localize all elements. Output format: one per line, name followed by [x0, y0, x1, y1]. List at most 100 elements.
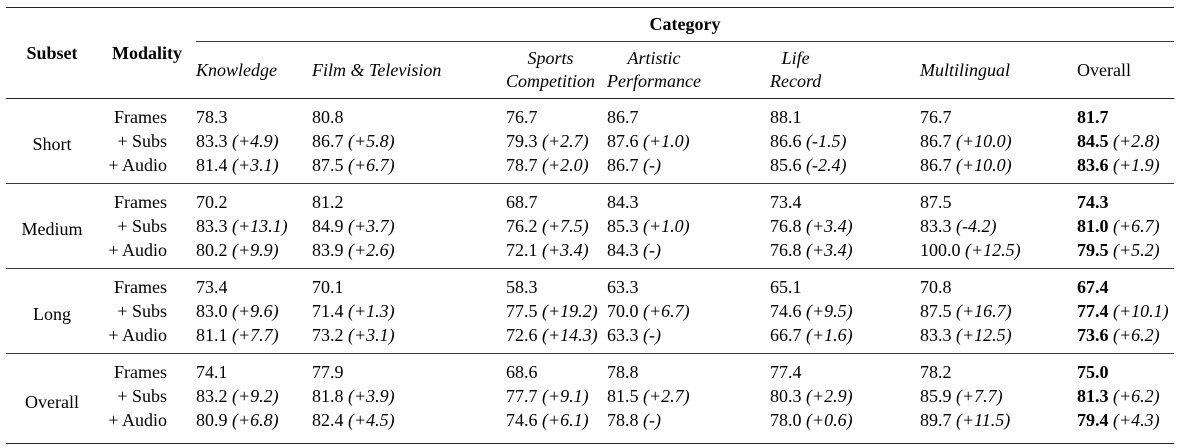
score-value: 80.9 — [196, 410, 228, 430]
score-value: 68.6 — [506, 362, 538, 382]
score-delta: (+9.1) — [542, 386, 589, 406]
score-delta: (+3.7) — [348, 216, 395, 236]
column-header-artistic-performance: Artistic Performance — [607, 42, 770, 99]
score-delta: (+2.7) — [542, 131, 589, 151]
score-value: 67.4 — [1077, 277, 1109, 297]
overall-cell: 79.5 (+5.2) — [1077, 238, 1174, 269]
modality-label: + Audio — [108, 410, 167, 430]
score-cell: 85.6 (-2.4) — [770, 153, 920, 184]
score-cell: 74.6 (+9.5) — [770, 299, 920, 323]
score-value: 70.2 — [196, 192, 228, 212]
score-value: 76.7 — [506, 107, 538, 127]
score-delta: (+11.5) — [956, 410, 1011, 430]
score-value: 84.3 — [607, 240, 639, 260]
score-value: 73.2 — [312, 325, 344, 345]
header-row-columns: Knowledge Film & Television Sports Competit… — [6, 42, 1174, 99]
overall-cell: 83.6 (+1.9) — [1077, 153, 1174, 184]
column-header-film-television: Film & Television — [312, 42, 506, 99]
score-delta: (+3.1) — [232, 155, 279, 175]
score-cell: 77.9 — [312, 354, 506, 385]
score-value: 70.1 — [312, 277, 344, 297]
score-cell: 73.4 — [196, 269, 312, 300]
score-value: 78.8 — [607, 362, 639, 382]
score-cell: 76.7 — [920, 99, 1077, 130]
score-delta: (+6.7) — [348, 155, 395, 175]
score-value: 77.4 — [1077, 301, 1109, 321]
score-value: 74.6 — [506, 410, 538, 430]
table-header: Subset Modality Category Knowledge Film &… — [6, 7, 1174, 99]
subset-label: Medium — [21, 219, 83, 239]
score-cell: 72.6 (+14.3) — [506, 323, 607, 354]
overall-cell: 81.0 (+6.7) — [1077, 214, 1174, 238]
score-cell: 82.4 (+4.5) — [312, 408, 506, 444]
score-value: 86.7 — [920, 155, 952, 175]
score-delta: (-2.4) — [806, 155, 847, 175]
score-value: 81.7 — [1077, 107, 1109, 127]
group-medium: Medium Frames 70.2 81.2 68.7 84.3 73.4 87.5 74.3… — [6, 183, 1174, 269]
score-value: 75.0 — [1077, 362, 1109, 382]
score-value: 86.6 — [770, 131, 802, 151]
score-value: 87.5 — [920, 192, 952, 212]
score-value: 76.8 — [770, 216, 802, 236]
score-value: 85.6 — [770, 155, 802, 175]
score-cell: 63.3 — [607, 269, 770, 300]
score-value: 77.9 — [312, 362, 344, 382]
score-cell: 77.4 — [770, 354, 920, 385]
score-value: 86.7 — [312, 131, 344, 151]
score-cell: 87.5 — [920, 184, 1077, 215]
score-delta: (+9.9) — [232, 240, 279, 260]
score-delta: (+13.1) — [232, 216, 288, 236]
score-value: 84.3 — [607, 192, 639, 212]
score-cell: 78.8 (-) — [607, 408, 770, 444]
score-cell: 80.3 (+2.9) — [770, 384, 920, 408]
subset-label: Short — [32, 134, 72, 154]
score-delta: (-1.5) — [806, 131, 847, 151]
score-value: 88.1 — [770, 107, 802, 127]
score-value: 71.4 — [312, 301, 344, 321]
score-delta: (+2.8) — [1113, 131, 1160, 151]
score-value: 78.0 — [770, 410, 802, 430]
score-delta: (+1.0) — [643, 131, 690, 151]
score-value: 76.8 — [770, 240, 802, 260]
score-value: 66.7 — [770, 325, 802, 345]
score-cell: 84.3 (-) — [607, 238, 770, 269]
score-cell: 85.9 (+7.7) — [920, 384, 1077, 408]
score-value: 63.3 — [607, 277, 639, 297]
table-row: + Audio 81.1 (+7.7) 73.2 (+3.1) 72.6 (+14.3… — [6, 323, 1174, 354]
score-value: 74.6 — [770, 301, 802, 321]
results-table: Subset Modality Category Knowledge Film &… — [6, 7, 1174, 444]
score-delta: (+16.7) — [956, 301, 1012, 321]
score-cell: 100.0 (+12.5) — [920, 238, 1077, 269]
score-value: 89.7 — [920, 410, 952, 430]
score-delta: (+19.2) — [542, 301, 598, 321]
score-cell: 76.8 (+3.4) — [770, 238, 920, 269]
score-value: 58.3 — [506, 277, 538, 297]
score-value: 80.3 — [770, 386, 802, 406]
score-delta: (+7.7) — [232, 325, 279, 345]
score-delta: (+14.3) — [542, 325, 598, 345]
score-cell: 78.2 — [920, 354, 1077, 385]
score-cell: 83.2 (+9.2) — [196, 384, 312, 408]
score-cell: 70.8 — [920, 269, 1077, 300]
score-value: 84.5 — [1077, 131, 1109, 151]
score-cell: 79.3 (+2.7) — [506, 129, 607, 153]
score-delta: (+10.1) — [1113, 301, 1169, 321]
score-cell: 66.7 (+1.6) — [770, 323, 920, 354]
table-row: + Audio 81.4 (+3.1) 87.5 (+6.7) 78.7 (+2.0)… — [6, 153, 1174, 184]
score-value: 70.0 — [607, 301, 639, 321]
score-cell: 81.8 (+3.9) — [312, 384, 506, 408]
score-cell: 86.7 (+10.0) — [920, 129, 1077, 153]
score-cell: 83.0 (+9.6) — [196, 299, 312, 323]
score-value: 74.3 — [1077, 192, 1109, 212]
score-cell: 65.1 — [770, 269, 920, 300]
score-value: 85.9 — [920, 386, 952, 406]
score-value: 77.4 — [770, 362, 802, 382]
header-subset: Subset — [26, 42, 78, 63]
score-value: 83.3 — [920, 325, 952, 345]
score-cell: 83.3 (+12.5) — [920, 323, 1077, 354]
table-row: Medium Frames 70.2 81.2 68.7 84.3 73.4 87.5 74.3 — [6, 184, 1174, 239]
score-cell: 85.3 (+1.0) — [607, 214, 770, 238]
modality-label: + Subs — [117, 216, 167, 236]
score-cell: 86.7 (-) — [607, 153, 770, 184]
